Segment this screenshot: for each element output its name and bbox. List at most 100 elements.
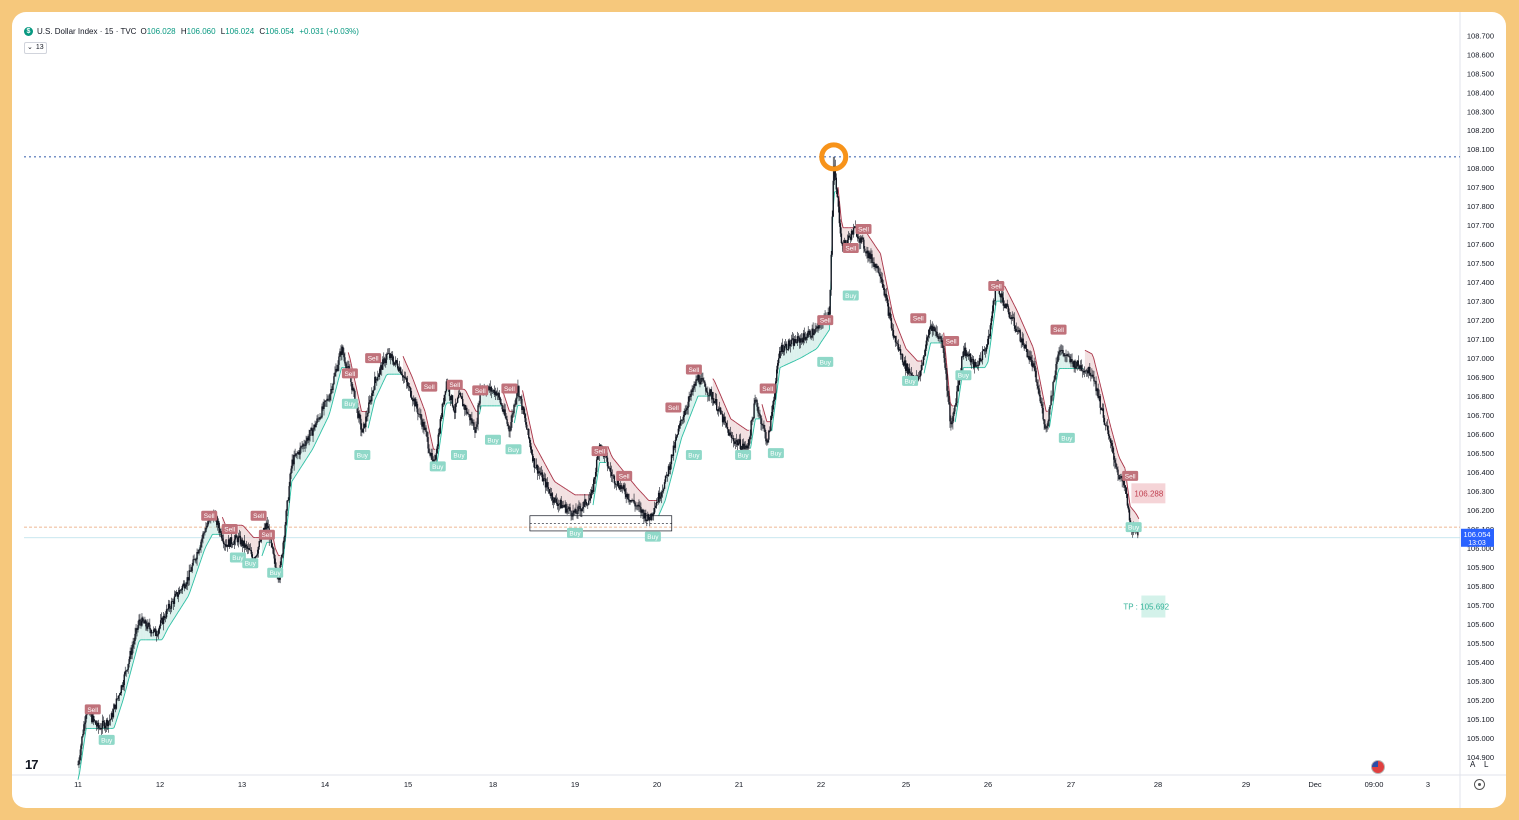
candle-body (425, 427, 427, 432)
candle-body (718, 407, 721, 409)
trailing-stop-line (1126, 480, 1129, 494)
trend-fill (143, 623, 146, 640)
price-tick-label: 107.100 (1467, 335, 1494, 344)
signal-label: Buy (820, 359, 832, 366)
candle-body (394, 362, 396, 365)
candle (751, 416, 753, 426)
candle (949, 401, 951, 428)
candle-body (384, 358, 386, 364)
trailing-stop-line (1103, 399, 1107, 408)
trend-fill (912, 355, 915, 377)
candle (652, 512, 654, 521)
symbol-title[interactable]: U.S. Dollar Index · 15 · TVC (37, 27, 137, 36)
candle-body (1016, 330, 1018, 332)
candle (647, 511, 649, 522)
candle-body (188, 570, 190, 581)
candle (803, 327, 805, 344)
candle-body (240, 539, 243, 545)
candle (672, 440, 675, 461)
candle-body (744, 447, 746, 449)
candle-body (804, 336, 806, 340)
candle-body (709, 389, 711, 396)
candle-body (463, 404, 465, 407)
trailing-stop-line (1029, 338, 1032, 344)
candle-body (386, 354, 388, 360)
trailing-stop-line (804, 354, 807, 357)
buy-signal: Buy (567, 527, 583, 538)
settings-icon[interactable] (1474, 779, 1485, 790)
candle (404, 371, 407, 380)
candle (1007, 304, 1009, 315)
candle-body (455, 402, 458, 404)
trailing-stop-line (1107, 413, 1110, 422)
candle (725, 422, 728, 429)
candle-body (783, 346, 786, 351)
candle-body (806, 336, 808, 338)
price-chart[interactable]: 108.700108.600108.500108.400108.300108.2… (12, 12, 1506, 808)
trailing-stop-line (1115, 447, 1119, 454)
auto-scale-button[interactable]: A (1470, 760, 1476, 769)
candle-body (248, 548, 251, 550)
candle-body (746, 445, 748, 449)
candle-body (379, 368, 381, 375)
candle (463, 403, 465, 410)
tradingview-logo[interactable]: 17 (25, 757, 39, 772)
candle (143, 619, 145, 624)
candle (649, 516, 651, 527)
candle-body (741, 445, 743, 450)
chart-panel[interactable]: 108.700 108.600 108.500 108.400 108.300 108.2… (12, 12, 1506, 808)
trend-fill (548, 470, 551, 493)
candle-body (1041, 403, 1043, 408)
candle-body (529, 437, 531, 443)
trailing-stop-line (382, 378, 386, 383)
candle-body (668, 466, 671, 470)
signal-box (250, 510, 267, 521)
candle-body (781, 344, 784, 353)
candle-body (580, 509, 582, 512)
candle-body (729, 432, 732, 435)
candle (108, 714, 111, 726)
candle-body (94, 720, 96, 722)
candle-body (616, 480, 619, 485)
candle (642, 508, 644, 519)
candle-body (964, 347, 966, 352)
candle-body (749, 435, 751, 440)
us-flag-icon[interactable] (1371, 760, 1385, 774)
candle (1062, 345, 1064, 357)
indicator-toggle[interactable]: ⌄ 13 (24, 42, 47, 54)
candle-body (1064, 355, 1066, 357)
trailing-stop-line (822, 336, 825, 341)
candle (837, 196, 840, 213)
candle (734, 438, 737, 450)
candle (1078, 364, 1081, 371)
candle-body (322, 406, 324, 409)
candle-body (926, 337, 929, 341)
candle (763, 420, 765, 432)
candle-body (976, 365, 979, 366)
log-scale-button[interactable]: L (1484, 760, 1489, 769)
candle-body (703, 380, 705, 382)
candle-body (652, 513, 654, 517)
trailing-stop-line (645, 496, 648, 500)
trailing-stop-line (677, 444, 681, 451)
candle-body (584, 499, 586, 502)
candle-body (941, 340, 943, 342)
candle-body (617, 480, 619, 487)
candle (344, 352, 346, 366)
candle (287, 497, 289, 502)
trailing-stop-line (907, 350, 910, 353)
trailing-stop-line (422, 406, 426, 412)
signal-label: Sell (762, 386, 773, 393)
candle (395, 356, 397, 368)
candle (412, 397, 414, 407)
candle-body (150, 629, 152, 634)
trailing-stop-line (419, 397, 423, 403)
trailing-stop-line (646, 498, 650, 501)
candle (498, 390, 500, 400)
candle (306, 435, 308, 445)
trailing-stop-line (718, 392, 722, 397)
trailing-stop-line (263, 546, 266, 552)
trend-fill (179, 588, 182, 610)
candle (358, 411, 360, 423)
candle-body (1113, 452, 1115, 460)
